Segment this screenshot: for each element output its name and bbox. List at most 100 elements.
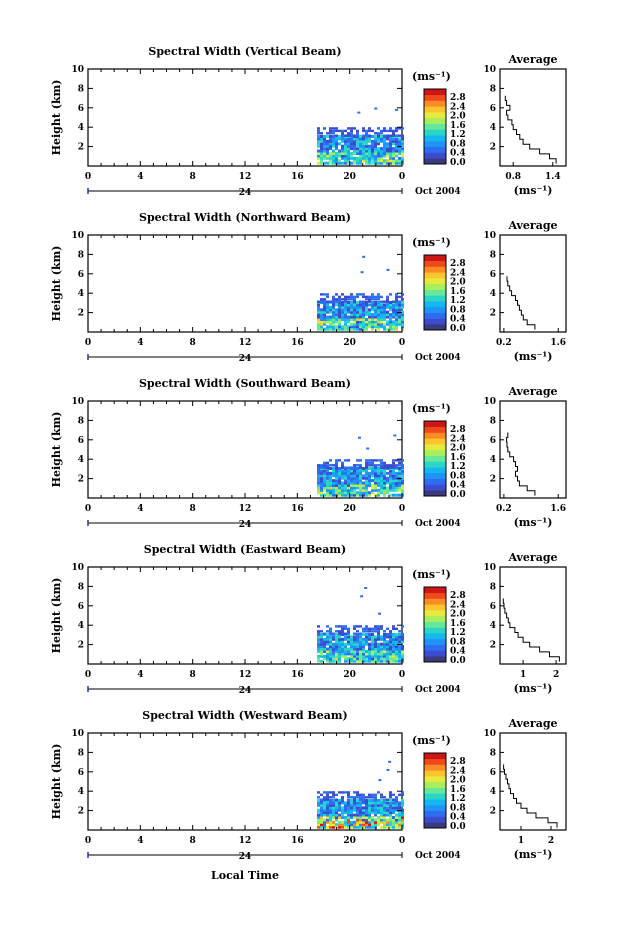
heatmap-cell	[332, 298, 335, 301]
heatmap-cell	[323, 825, 326, 829]
y-tick-label: 4	[78, 787, 84, 797]
profile-x-axis-label: (ms⁻¹)	[514, 682, 553, 695]
heatmap-cell	[350, 642, 353, 646]
heatmap-cell	[350, 640, 353, 644]
heatmap-cell	[383, 149, 386, 153]
heatmap-cell	[386, 137, 389, 141]
heatmap-cell	[377, 647, 380, 651]
heatmap-cell	[389, 464, 392, 467]
heatmap-cell	[356, 315, 359, 319]
heatmap-cell	[383, 327, 386, 331]
heatmap-cell	[398, 652, 401, 656]
heatmap-cell	[359, 154, 362, 158]
heatmap-cell	[347, 325, 350, 329]
heatmap-cell	[377, 654, 380, 658]
x-tick-label: 20	[343, 670, 356, 680]
heatmap-cell	[335, 308, 338, 312]
heatmap-cell	[356, 816, 359, 819]
heatmap-cell	[389, 801, 392, 805]
heatmap-cell	[392, 793, 395, 796]
heatmap-cell	[380, 793, 383, 796]
heatmap-cell	[398, 820, 401, 824]
heatmap-cell	[332, 161, 335, 165]
y-tick-label: 4	[78, 621, 84, 631]
heatmap-cell	[401, 799, 404, 802]
colorbar-tick-label: 1.6	[450, 453, 466, 463]
colorbar-swatch	[424, 301, 446, 308]
heatmap-cell	[374, 635, 377, 639]
colorbar-tick-label: 0.8	[450, 637, 466, 647]
heatmap-cell	[371, 298, 374, 301]
heatmap-cell	[374, 310, 377, 314]
heatmap-cell	[347, 305, 350, 309]
heatmap-cell	[323, 479, 326, 483]
heatmap-cell	[317, 139, 320, 143]
heatmap-cell	[344, 637, 347, 641]
heatmap-cell	[344, 137, 347, 141]
heatmap-cell	[401, 303, 404, 307]
heatmap-cell	[344, 479, 347, 483]
heatmap-cell	[320, 811, 323, 815]
heatmap-cell	[383, 469, 386, 473]
heatmap-cell	[326, 300, 329, 303]
heatmap-cell	[332, 295, 335, 299]
heatmap-cell	[338, 135, 341, 138]
heatmap-cell	[389, 484, 392, 487]
x-tick-label: 16	[291, 338, 304, 348]
colorbar-swatch	[424, 816, 446, 823]
heatmap-cell	[395, 144, 398, 148]
heatmap-cell	[377, 808, 380, 812]
heatmap-cell	[374, 137, 377, 141]
heatmap-cell	[359, 310, 362, 314]
heatmap-cell	[398, 159, 401, 163]
heatmap-cell	[332, 647, 335, 651]
heatmap-cell	[401, 650, 404, 653]
heatmap-cell	[341, 640, 344, 644]
heatmap-cell	[389, 630, 392, 633]
heatmap-cell	[317, 657, 320, 661]
heatmap-cell	[347, 491, 350, 495]
heatmap-cell	[377, 471, 380, 475]
heatmap-cell	[362, 816, 365, 819]
heatmap-cell	[389, 474, 392, 478]
heatmap-cell	[392, 149, 395, 153]
heatmap-cell	[392, 325, 395, 329]
heatmap-cell	[338, 467, 341, 470]
heatmap-cell	[356, 820, 359, 824]
heatmap-cell	[341, 476, 344, 480]
heatmap-cell	[320, 654, 323, 658]
heatmap-cell	[362, 491, 365, 495]
heatmap-cell	[317, 640, 320, 644]
heatmap-cell	[386, 154, 389, 158]
heatmap-cell	[320, 476, 323, 480]
heatmap-cell	[368, 806, 371, 810]
x-tick-label: 4	[137, 338, 143, 348]
heatmap-cell	[383, 493, 386, 497]
heatmap-cell	[347, 479, 350, 483]
heatmap-cell	[350, 811, 353, 815]
heatmap-cell	[395, 129, 398, 133]
heatmap-cell	[377, 313, 380, 317]
heatmap-cell	[392, 142, 395, 146]
heatmap-cell	[326, 320, 329, 324]
heatmap-cell	[317, 315, 320, 319]
heatmap-cell	[317, 303, 320, 307]
heatmap-cell	[368, 303, 371, 307]
heatmap-cell	[332, 645, 335, 649]
heatmap-cell	[368, 493, 371, 497]
heatmap-cell	[362, 327, 365, 331]
heatmap-cell	[326, 808, 329, 812]
colorbar-swatch	[424, 123, 446, 130]
heatmap-cell	[356, 637, 359, 641]
heatmap-cell	[362, 796, 365, 799]
heatmap-cell	[356, 796, 359, 799]
heatmap-cell	[335, 293, 338, 296]
heatmap-cell	[329, 801, 332, 805]
heatmap-cell	[380, 459, 383, 462]
heatmap-cell	[380, 486, 383, 490]
heatmap-cell	[377, 652, 380, 656]
profile-x-axis-label: (ms⁻¹)	[514, 184, 553, 197]
heatmap-cell	[320, 652, 323, 656]
